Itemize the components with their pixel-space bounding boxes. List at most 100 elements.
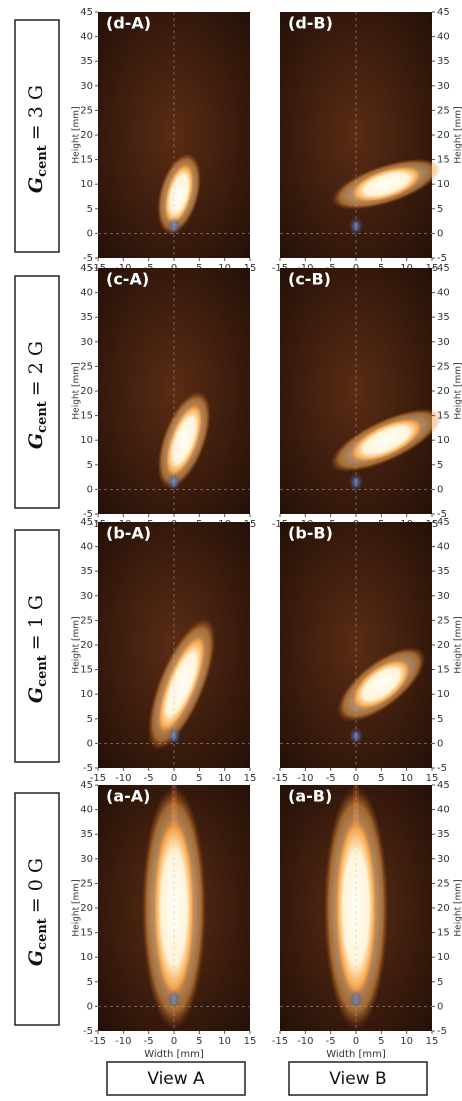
x-tick-label: -10 xyxy=(297,1036,313,1047)
row-label-rest: = 2 G xyxy=(25,341,47,396)
y-tick-label: 15 xyxy=(437,411,450,422)
flame-base xyxy=(349,727,363,745)
y-tick-label: 10 xyxy=(80,435,93,446)
y-tick-label: 30 xyxy=(80,81,93,92)
row-label: Gcent= 3 G xyxy=(25,85,50,193)
y-tick-label: 30 xyxy=(80,337,93,348)
y-tick-label: 5 xyxy=(87,460,93,471)
row-label-subscript: cent xyxy=(35,145,50,177)
y-tick-label: 35 xyxy=(80,829,93,840)
panel-tag: (a-B) xyxy=(288,787,332,806)
row-label-subscript: cent xyxy=(35,401,50,433)
y-tick-label: 40 xyxy=(80,288,93,299)
x-tick-label: 15 xyxy=(426,1036,439,1047)
y-tick-label: 0 xyxy=(437,484,443,495)
y-axis-label: Height [mm] xyxy=(454,616,462,673)
y-tick-label: 40 xyxy=(437,288,450,299)
panel-tag: (b-A) xyxy=(106,524,151,543)
row-label-symbol: G xyxy=(25,433,47,449)
y-axis-label: Height [mm] xyxy=(454,362,462,419)
x-tick-label: 10 xyxy=(218,773,231,784)
panel-tag: (d-A) xyxy=(106,14,151,33)
y-tick-label: 10 xyxy=(437,435,450,446)
x-tick-label: 0 xyxy=(171,1036,177,1047)
x-axis-label: Width [mm] xyxy=(144,1049,204,1060)
y-tick-label: 15 xyxy=(80,411,93,422)
panel-tag: (b-B) xyxy=(288,524,333,543)
x-tick-label: 15 xyxy=(244,773,257,784)
x-tick-label: 10 xyxy=(400,773,413,784)
x-tick-label: -15 xyxy=(90,1036,106,1047)
flame-base xyxy=(349,217,363,235)
y-tick-label: 25 xyxy=(437,361,450,372)
y-tick-label: 40 xyxy=(80,32,93,43)
y-tick-label: 5 xyxy=(87,714,93,725)
y-tick-label: 35 xyxy=(80,566,93,577)
y-tick-label: 40 xyxy=(80,805,93,816)
x-tick-label: -10 xyxy=(115,1036,131,1047)
x-tick-label: -15 xyxy=(272,773,288,784)
y-tick-label: 0 xyxy=(87,228,93,239)
y-tick-label: 45 xyxy=(437,263,450,274)
x-tick-label: 0 xyxy=(171,773,177,784)
y-tick-label: 30 xyxy=(437,591,450,602)
panel-tag: (d-B) xyxy=(288,14,333,33)
x-tick-label: 15 xyxy=(244,1036,257,1047)
y-tick-label: 40 xyxy=(437,805,450,816)
y-tick-label: 0 xyxy=(87,738,93,749)
y-tick-label: 25 xyxy=(80,878,93,889)
flame-base xyxy=(167,990,181,1008)
y-tick-label: 30 xyxy=(437,854,450,865)
row-label: Gcent = 2 G xyxy=(25,341,50,449)
y-tick-label: 35 xyxy=(80,56,93,67)
y-tick-label: 0 xyxy=(87,484,93,495)
y-tick-label: 10 xyxy=(437,689,450,700)
y-tick-label: 35 xyxy=(437,829,450,840)
y-tick-label: 30 xyxy=(437,81,450,92)
flame-base xyxy=(167,473,181,491)
y-tick-label: -5 xyxy=(437,763,447,774)
y-tick-label: 5 xyxy=(437,714,443,725)
y-tick-label: 45 xyxy=(80,263,93,274)
y-tick-label: 30 xyxy=(80,854,93,865)
x-tick-label: 0 xyxy=(353,1036,359,1047)
y-tick-label: 15 xyxy=(437,928,450,939)
flame-base xyxy=(167,727,181,745)
y-tick-label: 35 xyxy=(437,566,450,577)
x-tick-label: 10 xyxy=(218,1036,231,1047)
row-label-symbol: G xyxy=(25,687,47,703)
y-tick-label: 45 xyxy=(437,7,450,18)
x-tick-label: -5 xyxy=(144,1036,154,1047)
y-tick-label: 30 xyxy=(80,591,93,602)
y-tick-label: 25 xyxy=(437,105,450,116)
y-tick-label: 45 xyxy=(437,780,450,791)
y-tick-label: 10 xyxy=(80,179,93,190)
panel-tag: (c-A) xyxy=(106,270,149,289)
y-tick-label: 20 xyxy=(80,130,93,141)
y-tick-label: 45 xyxy=(80,780,93,791)
y-axis-label: Height [mm] xyxy=(72,106,82,163)
y-tick-label: 15 xyxy=(80,155,93,166)
y-tick-label: 5 xyxy=(437,977,443,988)
y-axis-label: Height [mm] xyxy=(72,879,82,936)
y-axis-label: Height [mm] xyxy=(454,106,462,163)
y-tick-label: 20 xyxy=(80,640,93,651)
x-tick-label: 5 xyxy=(196,1036,202,1047)
figure: Gcent= 3 G (d-A) -5 0 5 10 15 20 25 30 35 40 45 -15 -1… xyxy=(0,0,462,1097)
y-tick-label: 20 xyxy=(437,903,450,914)
y-tick-label: 40 xyxy=(437,32,450,43)
y-tick-label: 0 xyxy=(437,1001,443,1012)
row-label-rest: = 0 G xyxy=(25,858,47,913)
y-tick-label: 15 xyxy=(80,665,93,676)
x-tick-label: -10 xyxy=(115,773,131,784)
flame-base xyxy=(349,990,363,1008)
y-tick-label: 25 xyxy=(437,615,450,626)
flame-base xyxy=(349,473,363,491)
y-tick-label: 15 xyxy=(437,665,450,676)
panel-tag: (a-A) xyxy=(106,787,150,806)
x-axis-label: Width [mm] xyxy=(326,1049,386,1060)
y-tick-label: 25 xyxy=(80,105,93,116)
y-tick-label: 5 xyxy=(437,460,443,471)
y-tick-label: 0 xyxy=(437,228,443,239)
y-tick-label: 35 xyxy=(80,312,93,323)
